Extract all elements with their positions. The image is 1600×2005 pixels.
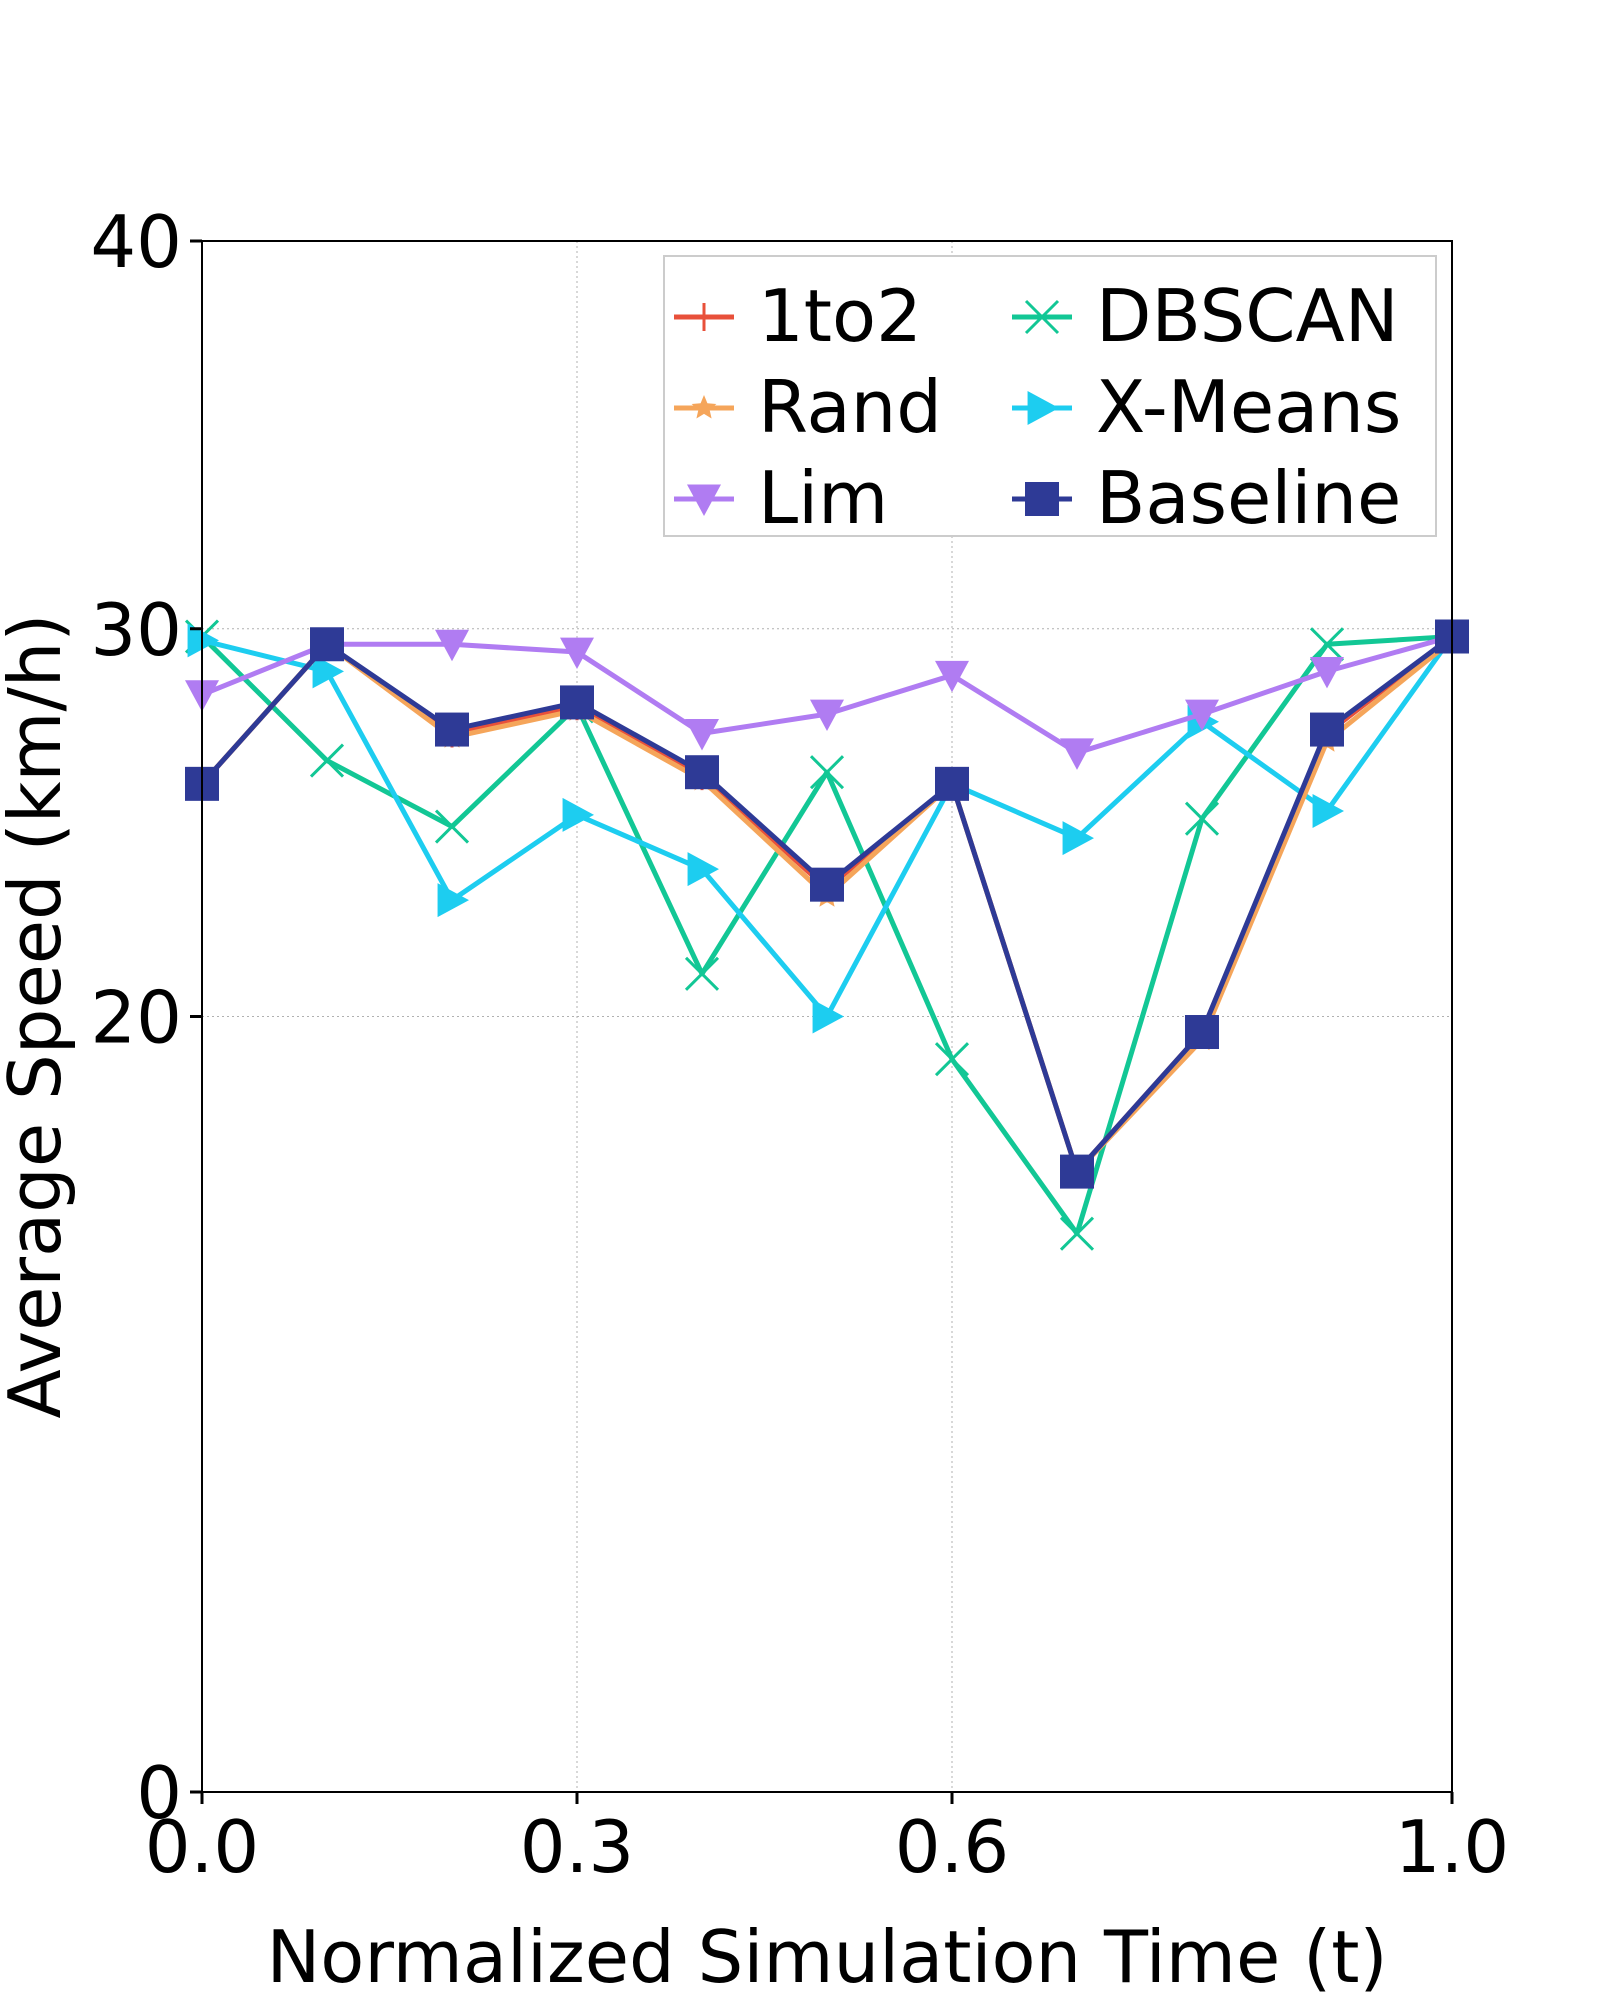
data-point-baseline-9 — [1310, 712, 1344, 747]
data-point-lim-7 — [1060, 738, 1094, 770]
data-point-x-means-9 — [1312, 793, 1344, 828]
data-point-baseline-7 — [1060, 1154, 1094, 1189]
data-point-baseline-4 — [685, 755, 719, 790]
axis-ticks: 0.0 0.3 0.6 1.0 0 20 30 40 — [90, 200, 1509, 1889]
legend-label-x-means: X-Means — [1096, 365, 1401, 449]
data-point-lim-4 — [685, 718, 719, 751]
data-point-lim-9 — [1310, 656, 1344, 689]
data-point-dbscan-9 — [1309, 627, 1345, 662]
data-point-lim-3 — [560, 637, 594, 670]
data-point-baseline-1 — [310, 627, 344, 662]
data-point-lim-2 — [435, 629, 469, 662]
y-tick-label-2: 30 — [90, 588, 182, 672]
series-baseline — [185, 619, 1469, 1189]
series-lim — [185, 622, 1469, 770]
x-tick-label-1: 0.3 — [520, 1805, 635, 1889]
data-point-lim-8 — [1185, 699, 1219, 732]
data-point-baseline-8 — [1185, 1015, 1219, 1050]
data-point-lim-5 — [810, 699, 844, 732]
y-axis-label: Average Speed (km/h) — [0, 613, 77, 1418]
legend-label-lim: Lim — [758, 456, 888, 540]
x-tick-label-3: 1.0 — [1395, 1805, 1510, 1889]
data-point-baseline-3 — [560, 685, 594, 720]
data-point-dbscan-5 — [809, 755, 845, 790]
legend-marker-baseline — [1025, 482, 1059, 516]
data-point-dbscan-8 — [1184, 801, 1220, 836]
data-point-dbscan-2 — [434, 809, 470, 844]
data-point-baseline-5 — [810, 867, 844, 902]
data-point-x-means-2 — [437, 883, 469, 918]
data-point-baseline-6 — [935, 766, 969, 801]
y-tick-label-0: 0 — [136, 1751, 182, 1835]
legend-marker-1to2 — [690, 303, 718, 331]
data-point-dbscan-1 — [309, 743, 345, 778]
legend-marker-x-means — [1027, 391, 1059, 425]
legend-marker-lim — [687, 484, 721, 516]
data-point-x-means-4 — [687, 852, 719, 887]
data-point-x-means-5 — [812, 999, 844, 1034]
legend-label-dbscan: DBSCAN — [1096, 274, 1399, 358]
data-point-dbscan-6 — [934, 1042, 970, 1077]
y-tick-label-1: 20 — [90, 976, 182, 1060]
x-axis-label: Normalized Simulation Time (t) — [266, 1915, 1387, 1999]
legend-label-rand: Rand — [758, 365, 942, 449]
data-point-x-means-1 — [312, 654, 344, 689]
y-tick-label-3: 40 — [90, 200, 182, 284]
legend-label-baseline: Baseline — [1096, 456, 1401, 540]
legend-marker-rand — [691, 395, 717, 419]
data-point-x-means-7 — [1062, 821, 1094, 856]
data-point-x-means-0 — [187, 623, 219, 658]
x-tick-label-2: 0.6 — [895, 1805, 1010, 1889]
x-tick-label-0: 0.0 — [145, 1805, 260, 1889]
data-point-baseline-2 — [435, 712, 469, 747]
series-group — [184, 619, 1470, 1251]
legend-label-1to2: 1to2 — [758, 274, 922, 358]
legend-marker-dbscan — [1024, 299, 1060, 335]
data-point-lim-6 — [935, 660, 969, 693]
data-point-dbscan-7 — [1059, 1216, 1095, 1251]
data-point-dbscan-4 — [684, 956, 720, 991]
data-point-x-means-3 — [562, 797, 594, 832]
